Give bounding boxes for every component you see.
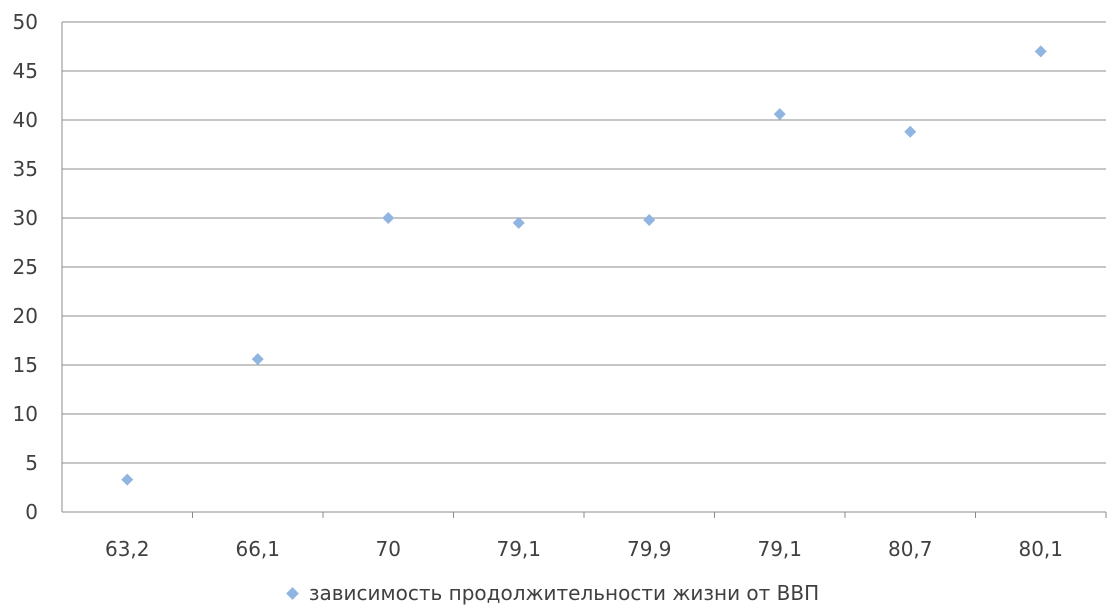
y-tick-label: 5 xyxy=(25,451,38,475)
legend-label: зависимость продолжительности жизни от В… xyxy=(308,581,820,605)
y-tick-label: 40 xyxy=(13,108,38,132)
x-tick-label: 80,1 xyxy=(1018,537,1063,561)
x-tick-label: 79,1 xyxy=(496,537,541,561)
legend-marker-icon xyxy=(285,586,299,600)
y-tick-label: 20 xyxy=(13,304,38,328)
x-tick-label: 80,7 xyxy=(888,537,933,561)
y-tick-label: 15 xyxy=(13,353,38,377)
x-tick-label: 70 xyxy=(376,537,401,561)
x-tick-label: 66,1 xyxy=(235,537,280,561)
y-tick-label: 45 xyxy=(13,59,38,83)
y-axis-ticks: 0 5 10 15 20 25 30 35 40 45 50 xyxy=(13,10,38,524)
data-point xyxy=(643,213,656,226)
y-tick-label: 25 xyxy=(13,255,38,279)
data-point xyxy=(121,473,134,486)
x-tick-label: 79,9 xyxy=(627,537,672,561)
data-point xyxy=(773,108,786,121)
data-point xyxy=(251,353,264,366)
data-point xyxy=(904,125,917,138)
x-axis-ticks: 63,2 66,1 70 79,1 79,9 79,1 80,7 80,1 xyxy=(105,512,1107,561)
gridlines xyxy=(62,21,1106,464)
legend: зависимость продолжительности жизни от В… xyxy=(0,578,1107,608)
data-point xyxy=(512,216,525,229)
y-tick-label: 50 xyxy=(13,10,38,34)
y-tick-label: 30 xyxy=(13,206,38,230)
y-tick-label: 0 xyxy=(25,500,38,524)
data-point xyxy=(1034,45,1047,58)
x-tick-label: 79,1 xyxy=(757,537,802,561)
x-tick-label: 63,2 xyxy=(105,537,150,561)
y-tick-label: 10 xyxy=(13,402,38,426)
data-point xyxy=(382,212,395,224)
series-points xyxy=(121,45,1047,486)
y-tick-label: 35 xyxy=(13,157,38,181)
